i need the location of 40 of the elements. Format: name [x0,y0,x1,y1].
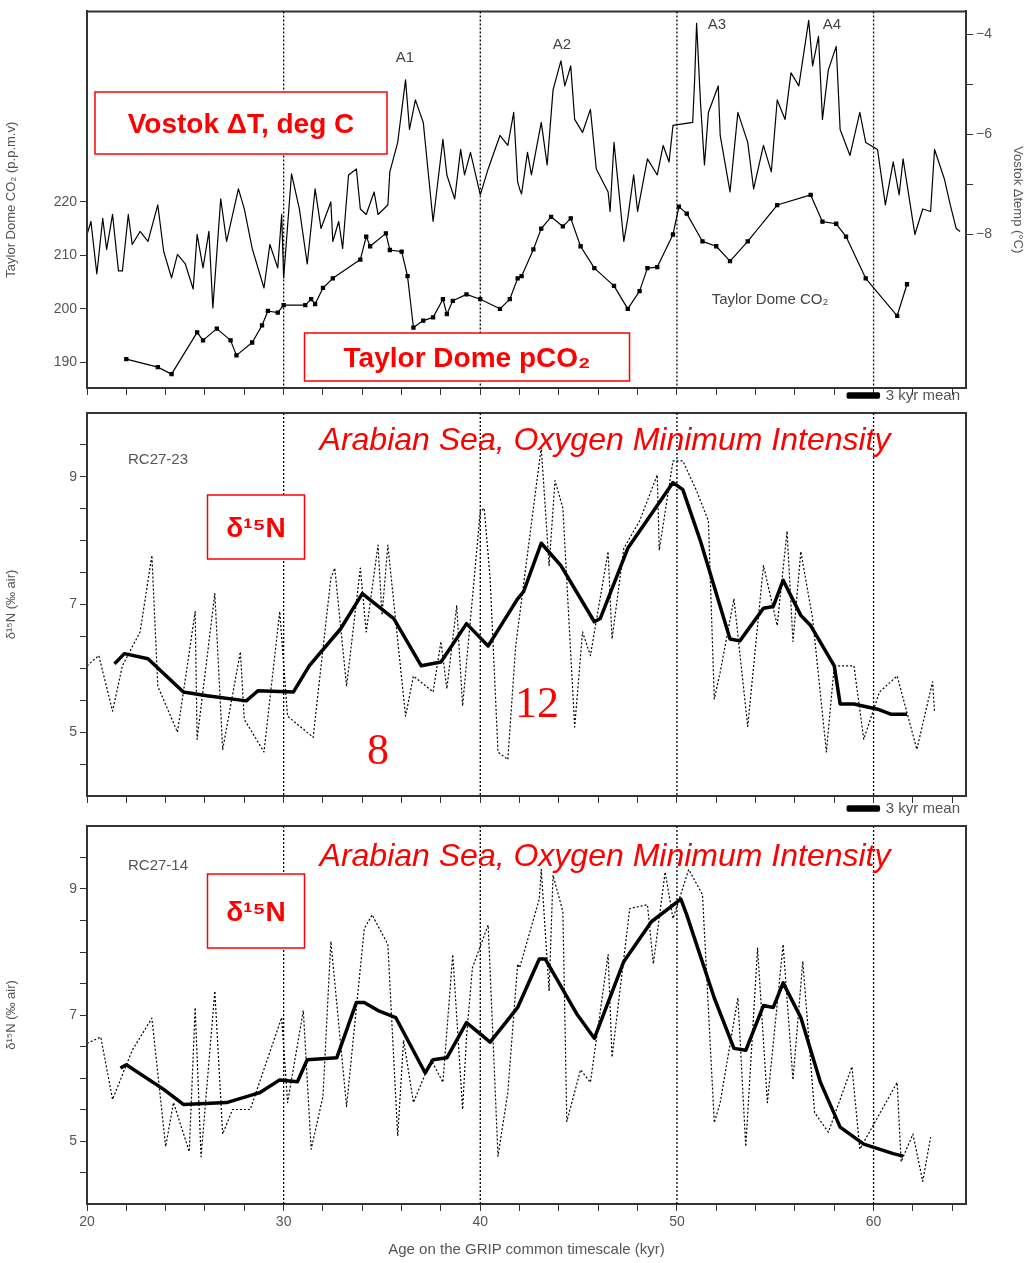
x-tick-label: 30 [275,1213,292,1230]
y2-axis-title: Vostok Δtemp (°C) [1010,146,1026,254]
y2-tick-label: −4 [976,25,993,42]
annotation: Taylor Dome pCO₂ [343,341,591,373]
y-tick-label: 5 [69,723,78,740]
x-axis-title: Age on the GRIP common timescale (kyr) [388,1240,665,1258]
y-tick-label: 220 [53,192,78,209]
annotation: Arabian Sea, Oxygen Minimum Intensity [317,420,893,457]
annotation: δ¹⁵N [226,895,286,927]
annotation: RC27-23 [128,450,189,468]
y-tick-label: 190 [53,353,78,370]
annotation: 8 [367,724,389,774]
x-tick-label: 50 [669,1213,685,1230]
y2-tick-label: −6 [976,125,993,142]
annotation: A2 [552,35,572,53]
y-tick-label: 9 [69,467,78,484]
y-tick-label: 210 [53,246,78,263]
legend-label: 3 kyr mean [885,798,961,816]
annotation: A3 [707,15,727,33]
y-tick-label: 9 [69,879,78,896]
annotation: Vostok ΔT, deg C [127,107,355,139]
y-tick-label: 5 [69,1131,78,1148]
annotation: RC27-14 [128,856,189,874]
annotation: A4 [822,15,842,33]
annotation: A1 [395,48,415,66]
annotation: 12 [515,677,559,727]
y-tick-label: 7 [69,595,78,612]
y-axis-title: Taylor Dome CO₂ (p.p.m.v) [3,121,19,278]
y-axis-title: δ¹⁵N (‰ air) [3,980,19,1050]
legend-label: 3 kyr mean [885,385,961,403]
annotation: Taylor Dome CO₂ [711,290,829,308]
y-axis-title: δ¹⁵N (‰ air) [3,569,19,640]
y2-tick-label: −8 [976,225,993,242]
x-tick-label: 60 [865,1213,882,1230]
y-tick-label: 7 [69,1005,78,1022]
annotation: δ¹⁵N [226,511,286,543]
x-tick-label: 20 [79,1213,95,1230]
y-tick-label: 200 [53,299,78,316]
annotation: Arabian Sea, Oxygen Minimum Intensity [317,836,893,873]
x-tick-label: 40 [472,1213,489,1230]
